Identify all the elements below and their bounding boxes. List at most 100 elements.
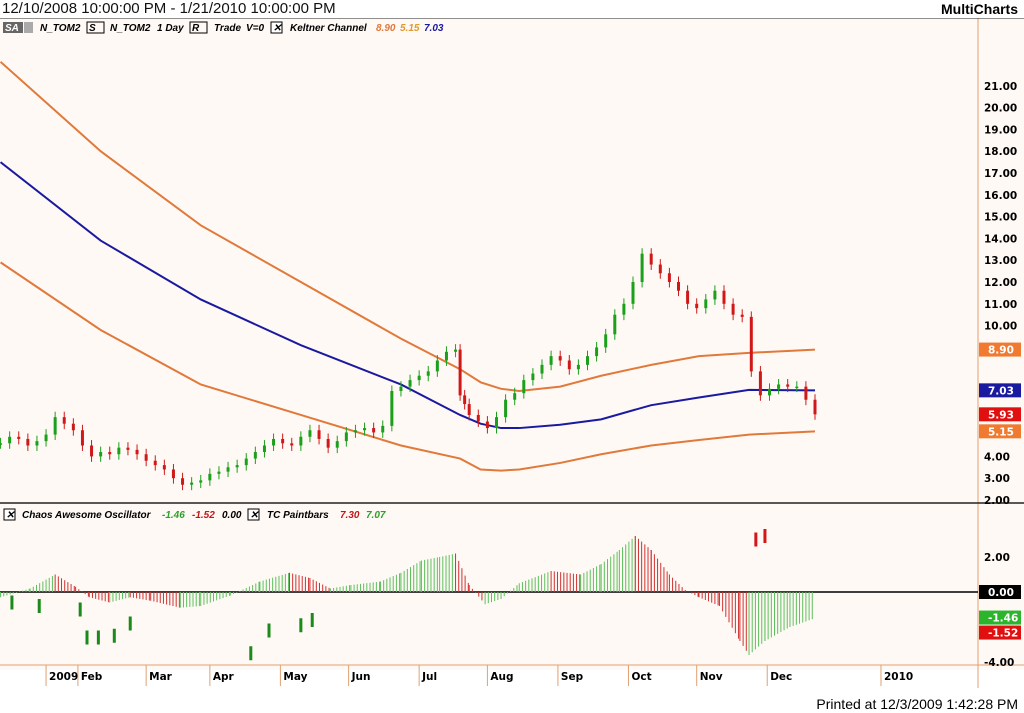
candle-body: [262, 445, 266, 453]
candle-body: [426, 371, 430, 376]
candle-body: [444, 351, 448, 361]
candle-body: [190, 482, 194, 485]
paintbar-mark: [112, 628, 116, 643]
candle-body: [649, 253, 653, 265]
last-value-label: 8.90: [988, 345, 1014, 357]
paintbar-mark: [763, 529, 767, 543]
candle-body: [162, 465, 166, 470]
candle-body: [126, 447, 130, 450]
candle-body: [8, 436, 12, 444]
candle-body: [326, 438, 330, 448]
candle-body: [576, 364, 580, 370]
candle-body: [777, 384, 781, 389]
candle-body: [281, 438, 285, 444]
price-tick-label: 20.00: [984, 103, 1017, 115]
candle-body: [435, 360, 439, 372]
candle-body: [17, 436, 21, 439]
price-tick-label: 13.00: [984, 255, 1017, 267]
symbol-label: N_TOM2: [40, 23, 81, 34]
candle-body: [567, 360, 571, 370]
sa-dropdown-icon[interactable]: [24, 22, 33, 33]
paintbars-label: TC Paintbars: [267, 510, 329, 521]
ao-label: Chaos Awesome Oscillator: [22, 510, 152, 521]
close-study-icon[interactable]: [270, 21, 283, 34]
candle-body: [171, 469, 175, 479]
paintbar-mark: [754, 532, 758, 547]
chart-background: [0, 18, 1024, 670]
candle-body: [26, 438, 30, 446]
close-paintbars-icon[interactable]: [247, 508, 260, 521]
keltner-upper-line: [0, 61, 816, 393]
candle-body: [344, 432, 348, 442]
time-tick-label: 2009: [49, 671, 78, 683]
sa-button[interactable]: [3, 22, 23, 33]
chart[interactable]: SA N_TOM2 S N_TOM2 1 Day R Trade V=0 ✕ K…: [0, 18, 1024, 694]
paintbar-mark: [10, 595, 14, 610]
last-value-badge: [979, 342, 1021, 357]
osc-legend: ✕ Chaos Awesome Oscillator -1.46 -1.52 0…: [3, 508, 386, 521]
print-timestamp: Printed at 12/3/2009 1:42:28 PM: [816, 696, 1018, 712]
candle-body: [417, 375, 421, 381]
price-tick-label: 11.00: [984, 299, 1017, 311]
trade-label: Trade: [214, 23, 241, 34]
candle-body: [467, 404, 471, 415]
x-glyph: ✕: [6, 510, 15, 521]
candle-body: [353, 430, 357, 433]
candle-body: [363, 428, 367, 431]
keltner-upper-value: 8.90: [376, 23, 396, 34]
time-tick-label: Oct: [631, 671, 651, 683]
candle-body: [217, 471, 221, 474]
candle-body: [768, 388, 771, 396]
candle-body: [308, 430, 312, 437]
paintbar-mark: [299, 618, 303, 633]
s-label: S: [89, 23, 96, 34]
paintbar-mark: [128, 616, 132, 631]
price-tick-label: 15.00: [984, 212, 1017, 224]
candle-body: [144, 454, 148, 461]
candle-body: [299, 436, 303, 446]
last-value-badge: [979, 407, 1021, 422]
date-range-title: 12/10/2008 10:00:00 PM - 1/21/2010 10:00…: [2, 0, 336, 17]
time-tick-label: Sep: [561, 671, 584, 683]
price-tick-label: 16.00: [984, 190, 1017, 202]
candle-body: [549, 356, 553, 365]
candle-body: [381, 425, 385, 433]
candle-body: [226, 467, 230, 472]
candle-body: [604, 334, 608, 348]
candle-body: [686, 290, 690, 304]
candle-body: [372, 428, 376, 433]
paintbar-mark: [267, 623, 271, 638]
paintbar-mark: [85, 630, 89, 645]
candle-body: [722, 290, 726, 304]
ao-value-2: -1.52: [192, 510, 215, 521]
candle-body: [135, 449, 139, 455]
candle-body: [253, 452, 257, 459]
last-value-label: -1.46: [988, 613, 1018, 625]
candle-body: [153, 460, 157, 466]
paintbar-mark: [96, 630, 100, 645]
last-value-label: 5.15: [988, 426, 1014, 438]
close-osc-icon[interactable]: [3, 508, 16, 521]
candle-body: [713, 290, 717, 300]
candle-body: [408, 380, 412, 387]
last-value-badge: [979, 424, 1021, 439]
candle-body: [758, 371, 762, 396]
last-value-badge: [979, 610, 1021, 625]
r-dropdown[interactable]: [189, 21, 208, 34]
price-tick-label: 18.00: [984, 146, 1017, 158]
keltner-mid-value: 7.03: [424, 23, 444, 34]
paintbar-mark: [310, 613, 314, 627]
candle-body: [522, 380, 526, 394]
osc-tick-label: -4.00: [984, 657, 1014, 669]
paintbars-value-2: 7.07: [366, 510, 386, 521]
ao-value-1: -1.46: [162, 510, 185, 521]
candle-body: [740, 314, 744, 317]
candle-body: [199, 480, 203, 483]
candle-body: [704, 299, 708, 309]
s-dropdown[interactable]: [86, 21, 105, 34]
paintbar-mark: [37, 599, 41, 613]
price-tick-label: 17.00: [984, 168, 1017, 180]
candle-body: [695, 303, 699, 309]
x-glyph: ✕: [250, 510, 259, 521]
candle-body: [495, 417, 498, 429]
